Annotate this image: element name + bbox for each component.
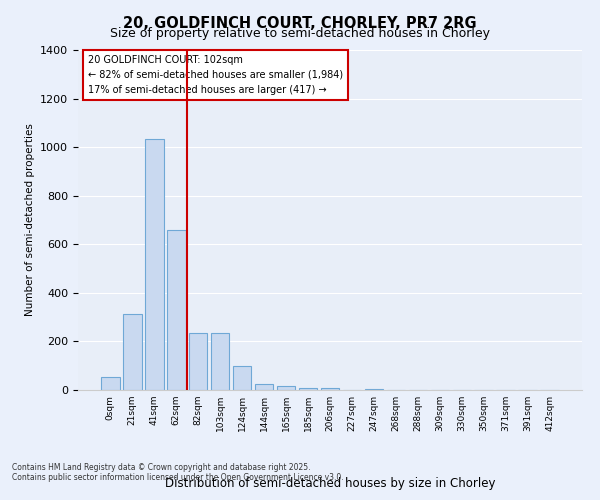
Bar (145, 138, 164, 390)
Bar (167, 230, 185, 390)
Text: Contains HM Land Registry data © Crown copyright and database right 2025.: Contains HM Land Registry data © Crown c… (12, 464, 311, 472)
Text: Size of property relative to semi-detached houses in Chorley: Size of property relative to semi-detach… (110, 28, 490, 40)
Text: 20 GOLDFINCH COURT: 102sqm
← 82% of semi-detached houses are smaller (1,984)
17%: 20 GOLDFINCH COURT: 102sqm ← 82% of semi… (88, 55, 343, 94)
Text: Distribution of semi-detached houses by size in Chorley: Distribution of semi-detached houses by … (165, 477, 495, 490)
Bar (299, 388, 317, 390)
Bar (123, 314, 142, 390)
Bar (277, 386, 295, 390)
Y-axis label: Number of semi-detached properties: Number of semi-detached properties (25, 124, 35, 316)
Bar (233, 366, 251, 390)
Bar (211, 333, 229, 390)
Bar (189, 333, 208, 390)
Text: 20, GOLDFINCH COURT, CHORLEY, PR7 2RG: 20, GOLDFINCH COURT, CHORLEY, PR7 2RG (123, 16, 477, 31)
Bar (320, 388, 340, 390)
Bar (365, 389, 383, 390)
Bar (255, 384, 274, 390)
Bar (101, 376, 119, 390)
Text: Contains public sector information licensed under the Open Government Licence v3: Contains public sector information licen… (12, 474, 344, 482)
